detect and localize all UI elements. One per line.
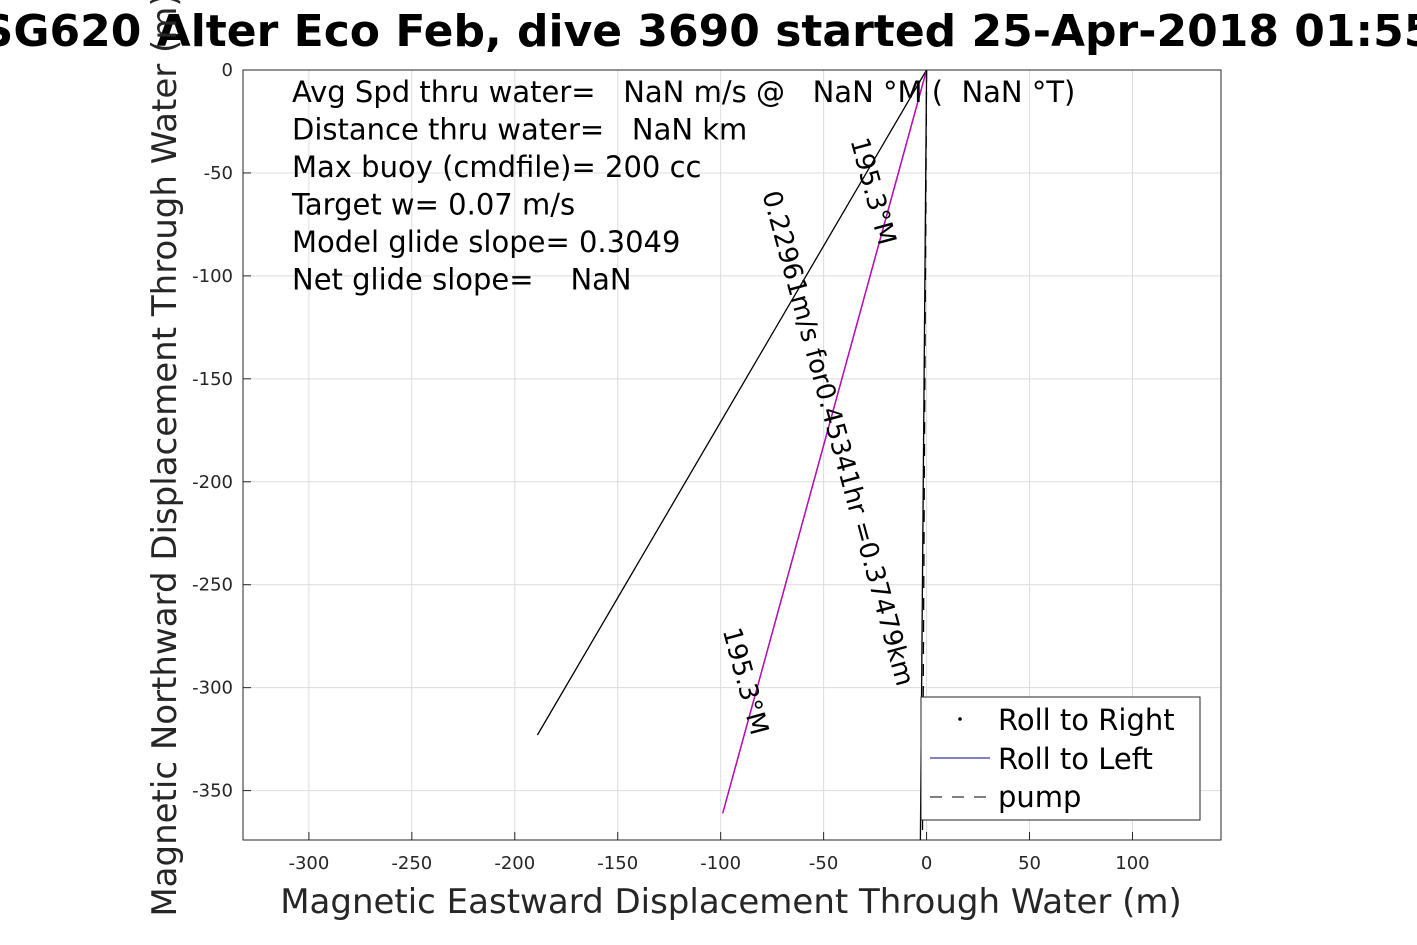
legend-label-roll-right: Roll to Right — [998, 703, 1175, 737]
x-tick-label: 100 — [1115, 853, 1149, 874]
y-tick-label: -50 — [204, 163, 233, 184]
x-tick-label: 0 — [921, 853, 932, 874]
y-tick-label: -300 — [192, 678, 233, 699]
x-tick-label: -250 — [391, 853, 432, 874]
y-tick-label: -250 — [192, 575, 233, 596]
x-tick-label: -100 — [700, 853, 741, 874]
annotation-block: Avg Spd thru water= NaN m/s @ NaN °M ( N… — [291, 75, 1075, 297]
annotation-line: Distance thru water= NaN km — [292, 113, 747, 147]
x-axis-label: Magnetic Eastward Displacement Through W… — [280, 882, 1182, 922]
x-tick-label: -150 — [597, 853, 638, 874]
annotation-line: Net glide slope= NaN — [292, 263, 632, 297]
segment-label: 195.3°M — [716, 624, 774, 738]
x-tick-label: -300 — [288, 853, 329, 874]
series-line-3 — [536, 69, 928, 736]
legend-label-roll-left: Roll to Left — [998, 742, 1153, 776]
x-tick-labels: -300 -250 -200 -150 -100 -50 0 50 100 — [288, 832, 1150, 874]
y-tick-label: 0 — [222, 60, 233, 81]
y-tick-label: -100 — [192, 266, 233, 287]
annotation-line: Avg Spd thru water= NaN m/s @ NaN °M ( N… — [292, 75, 1075, 109]
annotation-line: Max buoy (cmdfile)= 200 cc — [292, 150, 701, 184]
annotation-line: Target w= 0.07 m/s — [291, 188, 575, 222]
y-tick-label: -150 — [192, 369, 233, 390]
legend-marker-roll-right — [958, 717, 962, 721]
grid — [243, 69, 1221, 840]
x-tick-label: -200 — [494, 853, 535, 874]
annotation-line: Model glide slope= 0.3049 — [292, 225, 680, 259]
legend: Roll to Right Roll to Left pump — [920, 696, 1201, 821]
x-tick-label: 50 — [1018, 853, 1041, 874]
segment-labels: 0.22961m/s for0.45341hr =0.37479km195.3°… — [716, 134, 920, 738]
legend-label-pump: pump — [998, 780, 1081, 814]
y-tick-label: -200 — [192, 472, 233, 493]
axes — [242, 69, 1222, 841]
chart-title: SG620 Alter Eco Feb, dive 3690 started 2… — [0, 6, 1417, 57]
y-axis-label: Magnetic Northward Displacement Through … — [145, 0, 185, 917]
x-tick-label: -50 — [809, 853, 838, 874]
y-tick-label: -350 — [192, 781, 233, 802]
segment-label: 0.22961m/s for0.45341hr =0.37479km — [756, 188, 920, 690]
series-line-5 — [722, 69, 928, 814]
plot-area — [242, 69, 1222, 841]
y-tick-labels: 0 -50 -100 -150 -200 -250 -300 -350 — [192, 60, 251, 802]
